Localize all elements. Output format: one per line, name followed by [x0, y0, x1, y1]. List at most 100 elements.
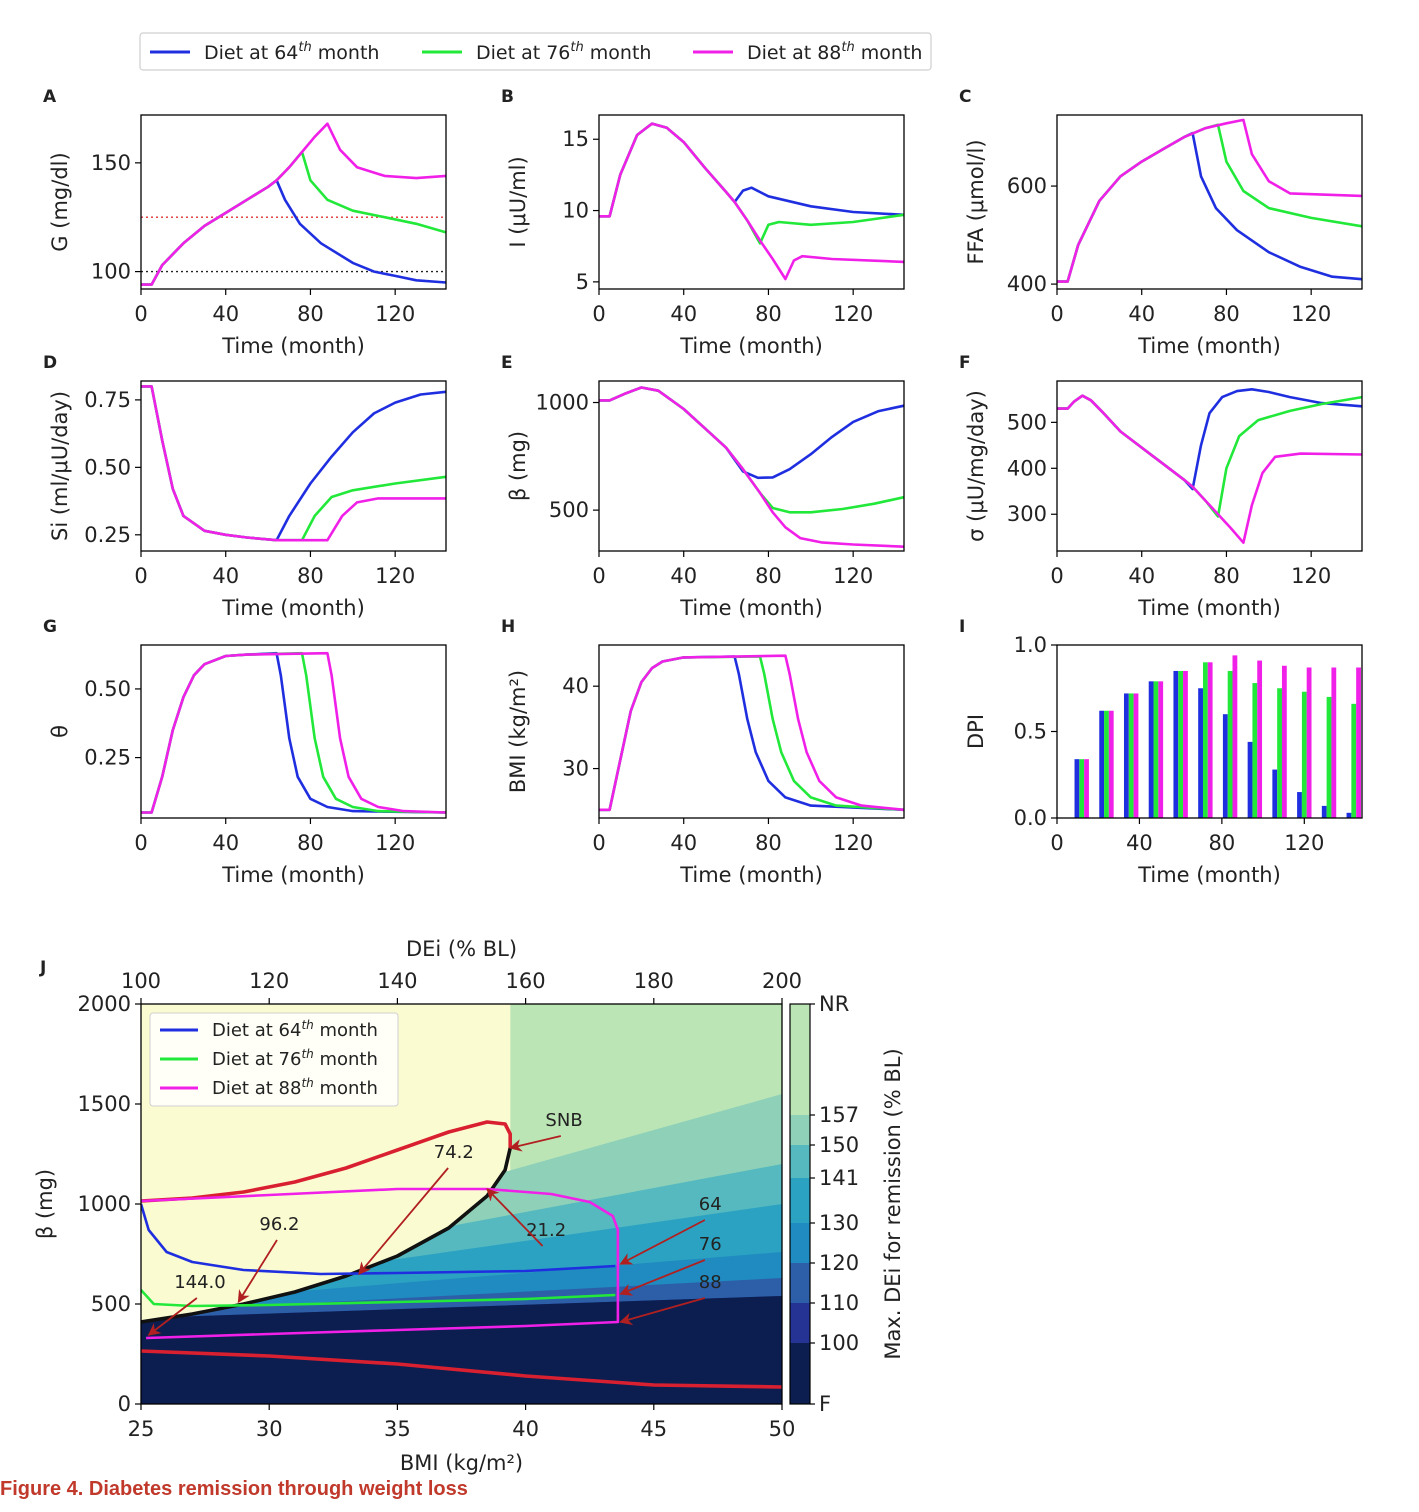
bar-green [1301, 691, 1307, 818]
x-tick-label: 120 [375, 302, 415, 326]
y-axis-label: β (mg) [506, 431, 530, 501]
annotation-label: 21.2 [526, 1220, 566, 1241]
bar-green [1178, 670, 1184, 818]
bar-blue [1297, 792, 1302, 818]
annotation-arrow [147, 1297, 198, 1336]
x-axis-label: Time (month) [1137, 863, 1281, 887]
axes-frame [598, 114, 905, 290]
x-tick-label: 120 [1291, 564, 1331, 588]
y-tick-label: 150 [91, 151, 131, 175]
bar-green [1079, 759, 1085, 818]
legend-sup: th [301, 1047, 313, 1061]
x-tick-label: 80 [755, 302, 782, 326]
x-tick-label: 120 [833, 302, 873, 326]
panel-label: G [43, 617, 57, 637]
series-line-green [599, 386, 905, 514]
bar-blue [1173, 670, 1179, 818]
panel-g: G 0 40 80 120 Time (month) 0.25 0.50 θ [43, 617, 447, 887]
y-tick-label: 500 [91, 1292, 131, 1316]
bar-magenta [1356, 667, 1361, 818]
legend-tail: month [314, 1078, 378, 1099]
bar-blue [1222, 714, 1228, 818]
x-axis-label: Time (month) [1137, 596, 1281, 620]
bar-magenta [1331, 667, 1337, 818]
legend-tail: month [314, 1049, 378, 1070]
panel-j: J SNB 74.2 21.2 96.2 144.0 64 76 88 Diet at 64th … [33, 937, 905, 1475]
region-layer [141, 1004, 782, 1404]
y-tick-label: 10 [562, 199, 589, 223]
top-legend: Diet at 64th month Diet at 76th month Diet… [139, 32, 932, 71]
y-tick-label: 40 [562, 674, 589, 698]
colorbar-label: Max. DEi for remission (% BL) [881, 1048, 905, 1359]
series-line-magenta [141, 385, 446, 542]
bar-blue [1148, 681, 1154, 818]
bar-magenta [1306, 667, 1312, 818]
x-axis-label: Time (month) [679, 596, 823, 620]
series-line-green [1057, 123, 1363, 283]
x-axis-label: Time (month) [221, 863, 365, 887]
series-line-blue [599, 386, 905, 480]
colorbar-tick-label: 130 [819, 1211, 859, 1235]
y-axis-label: σ (μU/mg/day) [964, 390, 988, 542]
x-tick-label: 25 [128, 1417, 155, 1441]
top-x-tick-label: 140 [377, 969, 417, 993]
curve-black [141, 1147, 512, 1324]
x-tick-label: 50 [769, 1417, 796, 1441]
bar-green [1202, 662, 1208, 818]
x-tick-label: 0 [134, 831, 147, 855]
bar-magenta [1084, 759, 1089, 818]
x-tick-label: 0 [592, 564, 605, 588]
panel-label: F [959, 353, 971, 373]
x-tick-label: 40 [670, 831, 697, 855]
y-tick-label: 2000 [78, 992, 131, 1016]
series-line-magenta [141, 122, 447, 286]
bar-blue [1198, 688, 1203, 818]
bar-green [1351, 703, 1357, 818]
colorbar-segment [790, 1115, 810, 1145]
series-line-blue [599, 122, 905, 218]
colorbar-tick-label: F [819, 1392, 831, 1416]
annotation-label: 64 [699, 1194, 722, 1215]
bar-blue [1074, 759, 1080, 818]
colorbar-tick-label: 120 [819, 1251, 859, 1275]
series-line-magenta [599, 654, 905, 812]
colorbar-tick-label: 110 [819, 1291, 859, 1315]
axes-frame [1056, 380, 1363, 552]
y-tick-label: 400 [1007, 456, 1047, 480]
x-tick-label: 45 [640, 1417, 667, 1441]
x-tick-label: 120 [375, 564, 415, 588]
x-tick-label: 40 [512, 1417, 539, 1441]
colorbar-tick-label: 100 [819, 1331, 859, 1355]
y-tick-label: 0.0 [1014, 806, 1047, 830]
y-tick-label: 300 [1007, 502, 1047, 526]
curve-red [141, 1120, 512, 1203]
annotation-label: SNB [545, 1110, 582, 1131]
annotation-arrow [508, 1135, 562, 1152]
annotation-label: 88 [699, 1272, 722, 1293]
legend-item: Diet at 76th month [212, 1047, 378, 1070]
bar-magenta [1158, 681, 1164, 818]
x-tick-label: 40 [212, 302, 239, 326]
bar-magenta [1257, 660, 1263, 818]
panel-label: C [959, 87, 971, 107]
annotation-label: 74.2 [434, 1142, 474, 1163]
x-tick-label: 80 [1213, 564, 1240, 588]
bar-blue [1123, 693, 1129, 818]
bar-magenta [1207, 662, 1213, 818]
x-tick-label: 30 [256, 1417, 283, 1441]
x-tick-label: 40 [1128, 302, 1155, 326]
panel-a: A 0 40 80 120 Time (month) 100 150 G (mg/dl) [43, 87, 447, 358]
series-line-magenta [599, 386, 905, 548]
y-axis-label: β (mg) [33, 1169, 57, 1239]
series-line-magenta [141, 651, 447, 814]
x-axis-label: Time (month) [679, 334, 823, 358]
y-tick-label: 15 [562, 127, 589, 151]
x-axis-label: Time (month) [1137, 334, 1281, 358]
y-tick-label: 100 [91, 260, 131, 284]
bar-blue [1099, 710, 1105, 818]
legend-tail: month [584, 42, 652, 64]
panel-label: A [43, 87, 57, 107]
x-tick-label: 40 [670, 302, 697, 326]
panel-f: F 0 40 80 120 Time (month) 300 400 500 σ (μU/mg/d… [959, 353, 1363, 620]
top-x-tick-label: 100 [121, 969, 161, 993]
